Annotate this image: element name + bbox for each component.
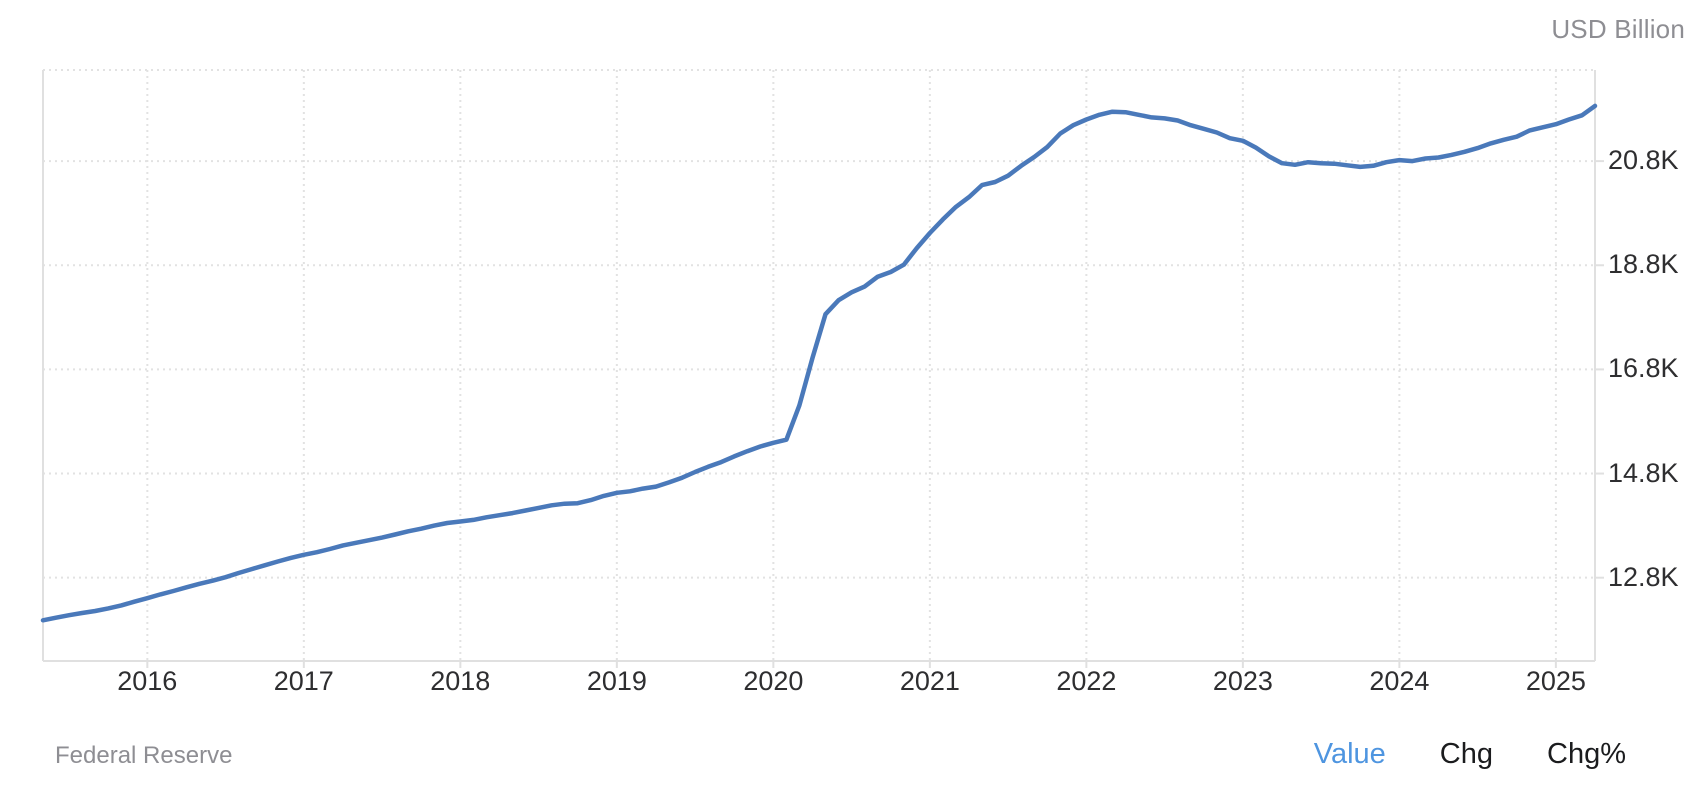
x-axis-label: 2021 bbox=[899, 666, 960, 696]
x-axis-label: 2020 bbox=[743, 666, 804, 696]
data-line-value bbox=[40, 103, 1598, 623]
x-axis-label: 2022 bbox=[1056, 666, 1117, 696]
y-axis-label: 20.8K bbox=[1608, 144, 1679, 175]
x-axis-label: 2019 bbox=[586, 666, 647, 696]
unit-label: USD Billion bbox=[1551, 14, 1685, 44]
x-axis-label: 2023 bbox=[1212, 666, 1273, 696]
y-axis-label: 12.8K bbox=[1608, 561, 1679, 592]
x-axis-label: 2016 bbox=[117, 666, 178, 696]
y-axis-label: 14.8K bbox=[1608, 457, 1679, 488]
toggle-value[interactable]: Value bbox=[1313, 738, 1386, 770]
plot-area[interactable] bbox=[43, 70, 1595, 661]
x-axis-label: 2025 bbox=[1525, 666, 1586, 696]
x-axis-label: 2024 bbox=[1369, 666, 1430, 696]
source-label: Federal Reserve bbox=[55, 742, 233, 769]
x-axis-label: 2017 bbox=[273, 666, 334, 696]
series-mode-toggles: Value Chg Chg% bbox=[1314, 737, 1626, 772]
y-axis-label: 16.8K bbox=[1608, 353, 1679, 384]
toggle-chg-pct[interactable]: Chg% bbox=[1547, 738, 1626, 770]
x-axis-label: 2018 bbox=[430, 666, 491, 696]
y-axis-label: 18.8K bbox=[1608, 249, 1679, 280]
toggle-chg[interactable]: Chg bbox=[1439, 738, 1493, 770]
